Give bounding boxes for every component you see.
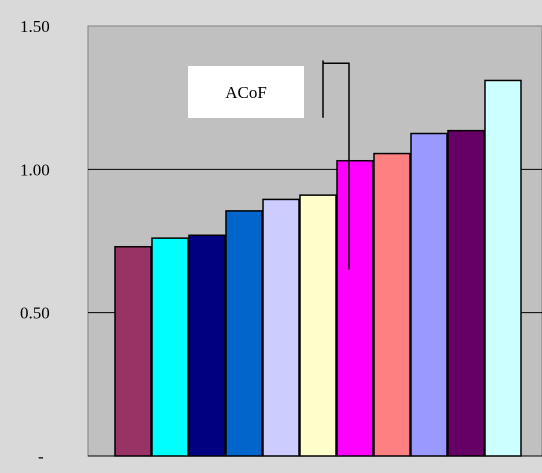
y-axis-ticks: - 0.50 1.00 1.50 xyxy=(20,17,50,466)
y-tick-label: 1.00 xyxy=(20,160,50,179)
y-tick-label: - xyxy=(38,447,44,466)
bar xyxy=(299,194,337,457)
bar xyxy=(225,210,263,457)
y-tick-label: 0.50 xyxy=(20,304,50,323)
annotation-leader-path xyxy=(323,62,350,270)
annotation-label: ACoF xyxy=(225,83,267,102)
bar xyxy=(484,79,522,457)
bar xyxy=(151,237,189,457)
annotation-leader-line xyxy=(322,60,350,270)
bar xyxy=(410,132,448,457)
annotation: ACoF xyxy=(188,60,350,270)
bar xyxy=(336,159,374,457)
bar xyxy=(262,198,300,457)
bar xyxy=(373,152,411,457)
bar xyxy=(188,234,226,457)
bars xyxy=(114,79,522,457)
annotation-box xyxy=(188,66,304,118)
bar xyxy=(114,245,152,457)
y-tick-label: 1.50 xyxy=(20,17,50,36)
bar xyxy=(447,129,485,457)
